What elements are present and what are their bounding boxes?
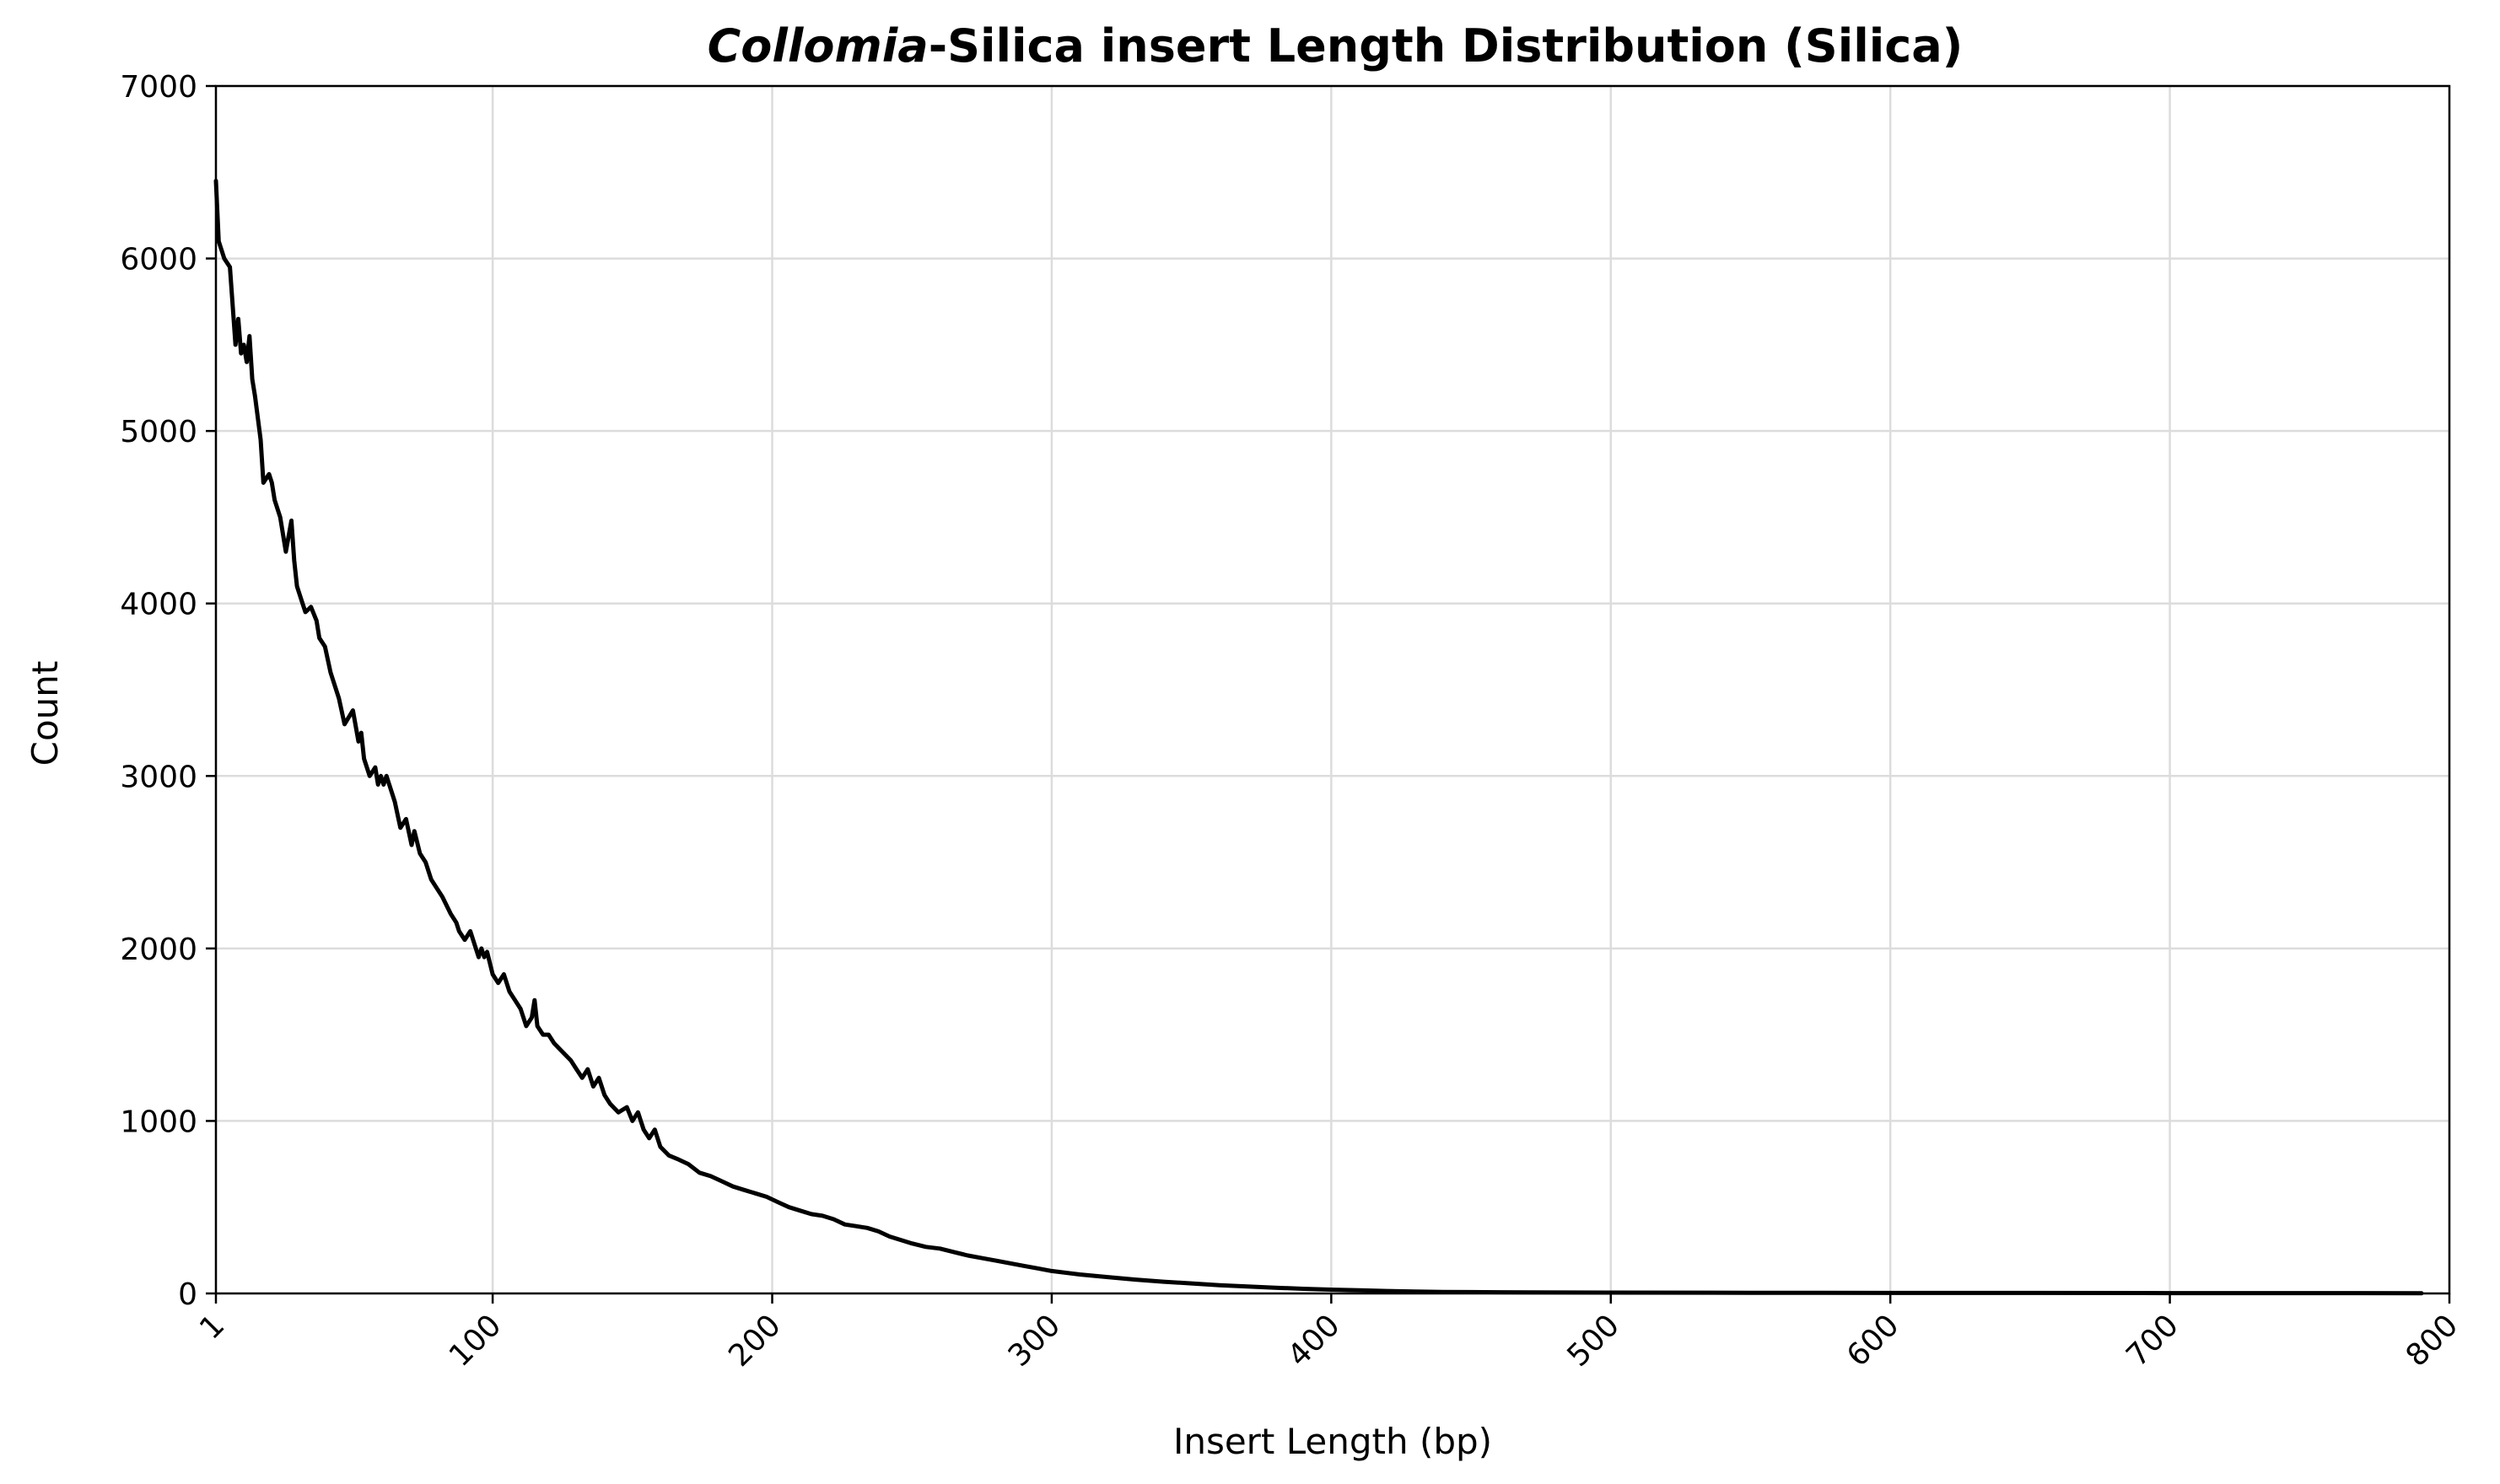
y-tick-label: 1000 bbox=[120, 1105, 197, 1139]
x-axis-label: Insert Length (bp) bbox=[1173, 1421, 1492, 1462]
chart-title-italic: Collomia bbox=[708, 19, 929, 73]
series-line bbox=[213, 179, 2424, 1296]
y-tick-label: 3000 bbox=[120, 760, 197, 794]
y-tick-label: 5000 bbox=[120, 415, 197, 449]
y-tick-label: 6000 bbox=[120, 243, 197, 277]
plot-frame bbox=[214, 84, 2451, 1295]
chart-title-rest: -Silica insert Length Distribution (Sili… bbox=[929, 19, 1964, 73]
y-tick-label: 0 bbox=[178, 1277, 197, 1312]
y-tick-label: 7000 bbox=[120, 70, 197, 105]
series-group bbox=[213, 179, 2424, 1296]
chart-title: Collomia-Silica insert Length Distributi… bbox=[708, 19, 1964, 73]
y-tick-label: 2000 bbox=[120, 933, 197, 967]
y-tick-label: 4000 bbox=[120, 588, 197, 622]
y-axis-label: Count bbox=[24, 661, 66, 766]
